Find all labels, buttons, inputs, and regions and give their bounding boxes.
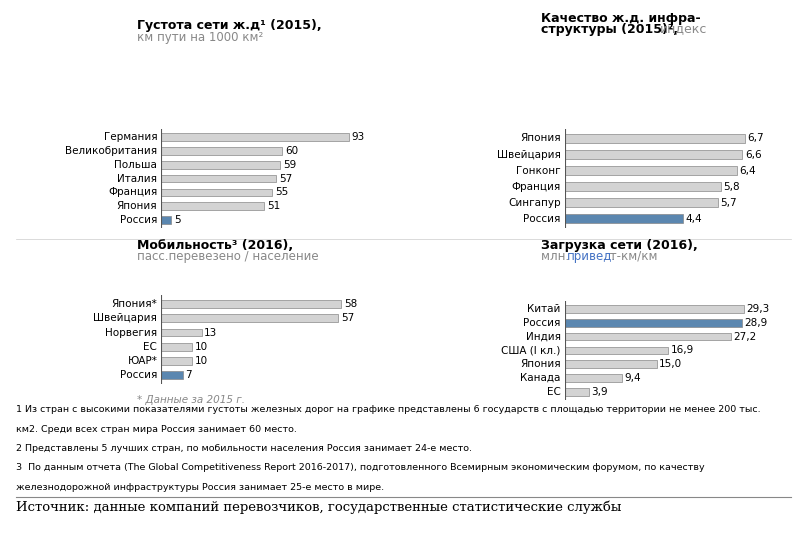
Text: Италия: Италия	[117, 173, 157, 184]
Text: Великобритания: Великобритания	[65, 146, 157, 156]
Text: ЕС: ЕС	[144, 342, 157, 352]
Text: Швейцария: Швейцария	[94, 313, 157, 323]
Text: Качество ж.д. инфра-: Качество ж.д. инфра-	[541, 12, 700, 25]
Text: Россия: Россия	[120, 371, 157, 380]
Text: 57: 57	[279, 173, 292, 184]
Bar	[161, 372, 183, 379]
Text: млн.: млн.	[541, 250, 572, 263]
Text: 27,2: 27,2	[734, 331, 757, 342]
Bar	[565, 166, 737, 175]
Text: 93: 93	[352, 132, 365, 142]
Text: 10: 10	[194, 356, 208, 366]
Text: 3  По данным отчета (The Global Competitiveness Report 2016-2017), подготовленно: 3 По данным отчета (The Global Competiti…	[16, 463, 705, 473]
Bar	[565, 360, 657, 368]
Bar	[161, 343, 192, 351]
Text: 51: 51	[267, 201, 280, 211]
Text: Загрузка сети (2016),: Загрузка сети (2016),	[541, 239, 697, 252]
Bar	[161, 161, 281, 169]
Text: Норвегия: Норвегия	[105, 328, 157, 338]
Text: км пути на 1000 км²: км пути на 1000 км²	[137, 31, 263, 43]
Text: 3,9: 3,9	[592, 387, 608, 397]
Text: 59: 59	[283, 159, 296, 170]
Text: 7: 7	[186, 371, 192, 380]
Text: индекс: индекс	[660, 23, 708, 35]
Text: 6,6: 6,6	[745, 149, 762, 159]
Text: привед.: привед.	[567, 250, 617, 263]
Text: Мобильность³ (2016),: Мобильность³ (2016),	[137, 239, 293, 252]
Bar	[161, 133, 349, 141]
Bar	[565, 333, 731, 340]
Bar	[161, 216, 172, 224]
Text: Россия: Россия	[120, 215, 157, 225]
Text: Гонконг: Гонконг	[516, 165, 561, 176]
Text: 5: 5	[174, 215, 181, 225]
Text: 15,0: 15,0	[659, 359, 682, 369]
Text: 9,4: 9,4	[625, 373, 642, 383]
Text: Россия: Россия	[524, 214, 561, 223]
Text: 6,7: 6,7	[747, 134, 764, 143]
Bar	[161, 314, 338, 322]
Text: ЕС: ЕС	[547, 387, 561, 397]
Text: 4,4: 4,4	[686, 214, 702, 223]
Bar	[161, 202, 265, 210]
Text: т-км/км: т-км/км	[606, 250, 658, 263]
Text: Франция: Франция	[512, 182, 561, 192]
Text: пасс.перевезено / население: пасс.перевезено / население	[137, 250, 319, 263]
Text: Источник: данные компаний перевозчиков, государственные статистические службы: Источник: данные компаний перевозчиков, …	[16, 500, 621, 514]
Text: 1 Из стран с высокими показателями густоты железных дорог на графике представлен: 1 Из стран с высокими показателями густо…	[16, 405, 761, 415]
Text: * Данные за 2015 г.: * Данные за 2015 г.	[137, 395, 245, 405]
Bar	[161, 147, 282, 155]
Text: Сингапур: Сингапур	[508, 198, 561, 208]
Text: Япония: Япония	[521, 134, 561, 143]
Bar	[565, 198, 718, 207]
Text: Япония: Япония	[521, 359, 561, 369]
Text: Германия: Германия	[104, 132, 157, 142]
Bar	[565, 182, 721, 191]
Text: 5,7: 5,7	[721, 198, 738, 208]
Bar	[161, 329, 202, 337]
Text: 16,9: 16,9	[671, 345, 694, 355]
Text: Индия: Индия	[526, 331, 561, 342]
Text: Густота сети ж.д¹ (2015),: Густота сети ж.д¹ (2015),	[137, 19, 322, 32]
Text: Япония: Япония	[117, 201, 157, 211]
Text: США (І кл.): США (І кл.)	[501, 345, 561, 355]
Text: 5,8: 5,8	[723, 182, 740, 192]
Text: Канада: Канада	[521, 373, 561, 383]
Text: км2. Среди всех стран мира Россия занимает 60 место.: км2. Среди всех стран мира Россия занима…	[16, 425, 297, 434]
Text: Китай: Китай	[528, 304, 561, 314]
Bar	[565, 346, 668, 354]
Text: Россия: Россия	[524, 318, 561, 328]
Text: 60: 60	[285, 146, 298, 156]
Bar	[161, 175, 276, 183]
Bar	[565, 305, 744, 313]
Bar	[565, 388, 589, 396]
Bar	[565, 134, 745, 143]
Text: структуры (2015)²,: структуры (2015)²,	[541, 23, 682, 35]
Text: 6,4: 6,4	[739, 165, 756, 176]
Text: 58: 58	[344, 299, 357, 309]
Text: 10: 10	[194, 342, 208, 352]
Text: 29,3: 29,3	[746, 304, 770, 314]
Bar	[565, 214, 684, 223]
Text: 55: 55	[275, 187, 288, 198]
Bar	[565, 374, 622, 382]
Text: ЮАР*: ЮАР*	[128, 356, 157, 366]
Text: Япония*: Япония*	[111, 299, 157, 309]
Text: 2 Представлены 5 лучших стран, по мобильности населения Россия занимает 24-е мес: 2 Представлены 5 лучших стран, по мобиль…	[16, 444, 472, 453]
Text: Польша: Польша	[115, 159, 157, 170]
Bar	[565, 150, 742, 159]
Bar	[161, 300, 341, 308]
Bar	[161, 357, 192, 365]
Text: Франция: Франция	[108, 187, 157, 198]
Text: 28,9: 28,9	[744, 318, 767, 328]
Text: 13: 13	[204, 328, 217, 338]
Text: 57: 57	[341, 313, 354, 323]
Bar	[565, 319, 742, 326]
Text: железнодорожной инфраструктуры Россия занимает 25-е место в мире.: железнодорожной инфраструктуры Россия за…	[16, 483, 384, 492]
Bar	[161, 188, 273, 196]
Text: Швейцария: Швейцария	[497, 149, 561, 159]
